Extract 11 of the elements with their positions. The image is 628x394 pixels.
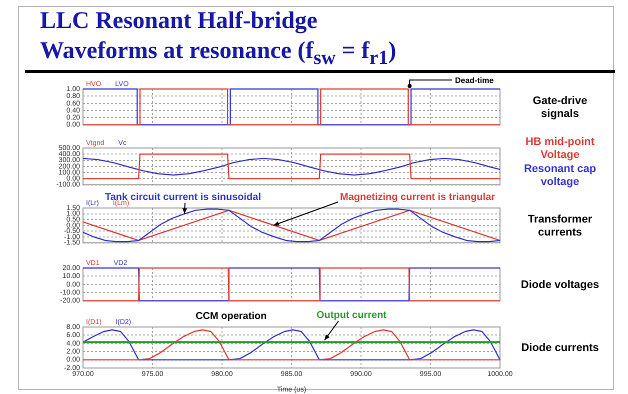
text: Transformer currents: [528, 213, 593, 238]
text: CCM operation: [196, 311, 267, 322]
ref-line-label: Output current: [316, 310, 388, 321]
annotation: Magnetizing current is triangular: [340, 192, 496, 203]
text: Resonant cap voltage: [524, 163, 596, 188]
text: Gate-drive signals: [532, 94, 588, 120]
text: HB mid-point Voltage: [525, 136, 595, 161]
text: Diode currents: [521, 342, 599, 354]
chart-title: LLC Resonant Half-bridge Waveforms at resonance (f$_{sw}$ = f$_{r1}$): [40, 7, 396, 71]
annotation: Dead-time: [455, 76, 494, 85]
text: Diode voltages: [520, 278, 600, 291]
